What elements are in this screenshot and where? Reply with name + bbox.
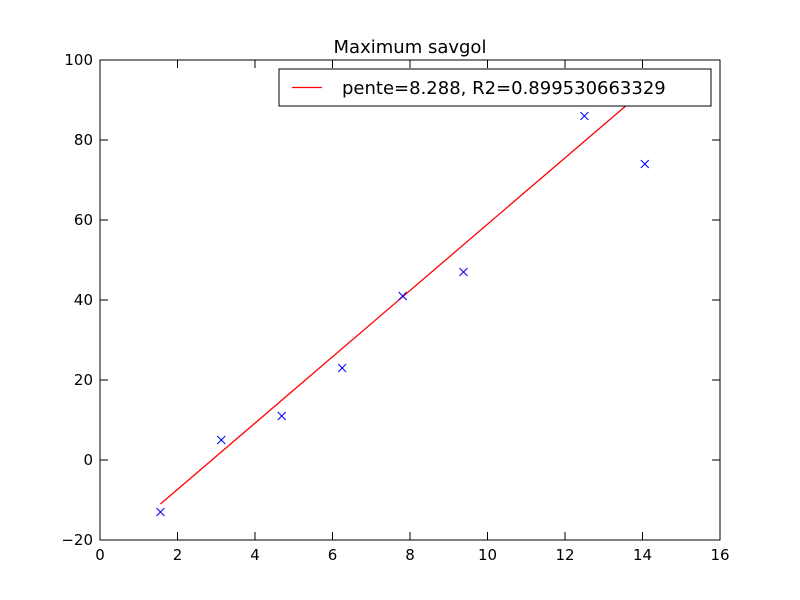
legend-box bbox=[278, 68, 712, 107]
marker-stroke bbox=[580, 111, 589, 121]
data-point-marker bbox=[459, 267, 468, 277]
y-tick-label: 20 bbox=[74, 371, 93, 389]
regression-line-group bbox=[160, 89, 646, 505]
x-tick-label: 16 bbox=[710, 546, 729, 564]
regression-line bbox=[160, 89, 646, 505]
x-tick-label: 4 bbox=[250, 546, 260, 564]
marker-stroke bbox=[337, 363, 347, 373]
x-tick-label: 6 bbox=[328, 546, 338, 564]
legend: pente=8.288, R2=0.899530663329 bbox=[278, 68, 712, 107]
data-points bbox=[156, 111, 650, 517]
marker-stroke bbox=[459, 267, 468, 277]
data-point-marker bbox=[216, 435, 226, 445]
y-tick-label: 80 bbox=[74, 131, 93, 149]
plot-frame bbox=[99, 59, 721, 541]
x-tick-label: 10 bbox=[478, 546, 497, 564]
marker-stroke bbox=[277, 411, 287, 421]
x-tick-label: 8 bbox=[405, 546, 415, 564]
data-point-marker bbox=[156, 507, 165, 517]
legend-label: pente=8.288, R2=0.899530663329 bbox=[342, 78, 666, 99]
chart-title: Maximum savgol bbox=[334, 37, 487, 58]
y-tick-label: 100 bbox=[64, 51, 93, 69]
data-point-marker bbox=[640, 159, 650, 169]
y-tick-label: 0 bbox=[83, 451, 93, 469]
x-tick-label: 2 bbox=[173, 546, 183, 564]
marker-stroke bbox=[398, 291, 407, 301]
marker-stroke bbox=[216, 435, 226, 445]
y-tick-label: −20 bbox=[61, 531, 93, 549]
x-tick-label: 0 bbox=[95, 546, 105, 564]
x-tick-label: 14 bbox=[633, 546, 652, 564]
plot-area bbox=[100, 60, 720, 540]
marker-stroke bbox=[640, 159, 650, 169]
y-tick-label: 60 bbox=[74, 211, 93, 229]
data-point-marker bbox=[337, 363, 347, 373]
marker-stroke bbox=[156, 507, 165, 517]
data-point-marker bbox=[398, 291, 407, 301]
x-tick-label: 12 bbox=[555, 546, 574, 564]
data-point-marker bbox=[277, 411, 287, 421]
data-point-marker bbox=[580, 111, 589, 121]
y-tick-label: 40 bbox=[74, 291, 93, 309]
